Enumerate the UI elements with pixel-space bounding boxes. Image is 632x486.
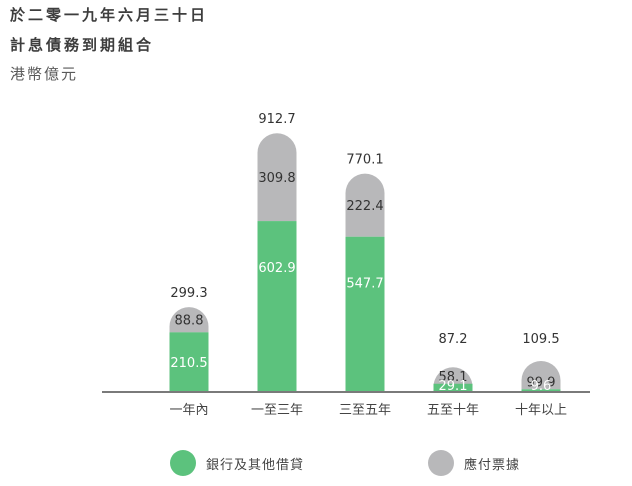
bank-loans-value-label: 210.5 xyxy=(170,356,207,371)
chart-unit-label: 港幣億元 xyxy=(10,65,79,83)
bank-loans-value-label: 9.6 xyxy=(531,379,552,394)
bars-layer xyxy=(169,133,561,392)
bar-bank-loans-1-to-3-years xyxy=(257,221,297,392)
notes-payable-value-label: 88.8 xyxy=(175,314,204,329)
legend-item-notes-payable: 應付票據 xyxy=(428,450,520,476)
notes-payable-value-label: 222.4 xyxy=(346,199,383,214)
total-value-label: 299.3 xyxy=(170,286,207,301)
total-value-label: 109.5 xyxy=(522,332,559,347)
bank-loans-value-label: 29.1 xyxy=(439,379,468,394)
chart-date-title: 於二零一九年六月三十日 xyxy=(10,6,209,24)
bar-bank-loans-3-to-5-years xyxy=(345,236,385,392)
total-value-label: 87.2 xyxy=(439,332,468,347)
bar-bank-loans-within-1-year xyxy=(169,332,209,392)
x-tick-label: 一年內 xyxy=(169,403,208,418)
bar-notes-payable-1-to-3-years xyxy=(257,133,297,222)
bar-chart: 299.3 88.8 210.5 一年內 912.7 309.8 602.9 一至三年 770.… xyxy=(102,112,590,418)
legend-label: 應付票據 xyxy=(464,457,521,473)
labels-layer: 299.3 88.8 210.5 一年內 912.7 309.8 602.9 一至三年 770.… xyxy=(169,112,567,418)
total-value-label: 770.1 xyxy=(346,153,383,168)
notes-payable-value-label: 58.1 xyxy=(439,370,468,385)
notes-payable-value-label: 99.9 xyxy=(527,375,556,390)
bank-loans-value-label: 602.9 xyxy=(258,261,295,276)
total-value-label: 912.7 xyxy=(258,112,295,127)
bar-bank-loans-5-to-10-years xyxy=(433,383,473,392)
bar-notes-payable-within-1-year xyxy=(169,307,209,333)
x-tick-label: 一至三年 xyxy=(251,403,303,418)
legend-swatch-gray xyxy=(428,450,454,476)
legend-swatch-green xyxy=(170,450,196,476)
chart-title: 計息債務到期組合 xyxy=(10,36,155,54)
bar-bank-loans-over-10-years xyxy=(521,389,561,392)
bar-notes-payable-3-to-5-years xyxy=(345,173,385,237)
x-tick-label: 五至十年 xyxy=(427,403,479,418)
legend-item-bank-loans: 銀行及其他借貸 xyxy=(170,450,304,476)
x-tick-label: 三至五年 xyxy=(339,403,391,418)
legend-label: 銀行及其他借貸 xyxy=(206,457,305,473)
bank-loans-value-label: 547.7 xyxy=(346,277,383,292)
bar-notes-payable-over-10-years xyxy=(521,360,561,390)
bar-notes-payable-5-to-10-years xyxy=(433,367,473,387)
notes-payable-value-label: 309.8 xyxy=(258,171,295,186)
x-tick-label: 十年以上 xyxy=(515,403,567,418)
